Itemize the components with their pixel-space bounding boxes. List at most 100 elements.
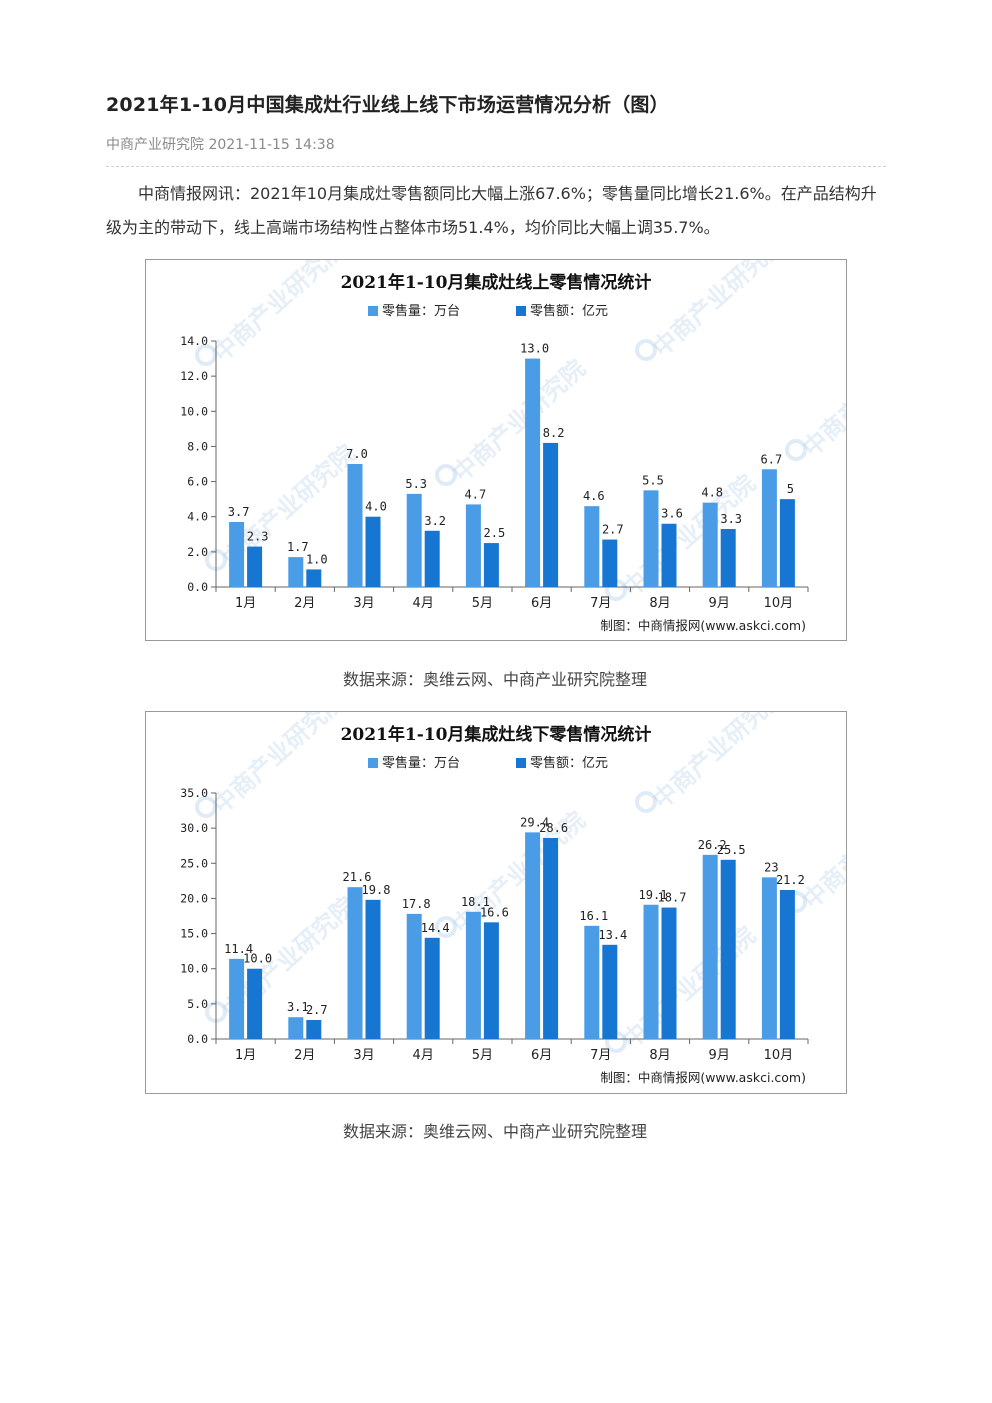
x-tick-label: 4月: [413, 1048, 434, 1063]
bar: [779, 889, 795, 1039]
bar: [424, 937, 440, 1039]
x-tick-label: 4月: [413, 596, 434, 611]
bar: [288, 557, 304, 587]
chart-offline-caption: 数据来源：奥维云网、中商产业研究院整理: [342, 1122, 647, 1141]
x-tick-label: 2月: [294, 596, 315, 611]
data-label: 11.4: [224, 942, 253, 956]
legend-swatch: [368, 758, 378, 768]
bar: [720, 529, 736, 587]
x-tick-label: 5月: [472, 1048, 493, 1063]
bar: [483, 922, 499, 1039]
data-label: 2.7: [306, 1003, 328, 1017]
chart-credit: 制图：中商情报网(www.askci.com): [600, 1070, 806, 1085]
bar: [406, 913, 422, 1039]
article-meta: 中商产业研究院 2021-11-15 14:38: [106, 134, 886, 154]
bar: [602, 539, 618, 587]
watermark-text: 中商产业研究院: [797, 781, 846, 914]
bar: [406, 493, 422, 587]
data-label: 14.4: [421, 921, 450, 935]
article-title: 2021年1-10月中国集成灶行业线上线下市场运营情况分析（图）: [106, 94, 669, 116]
watermark-logo-icon: [435, 464, 457, 486]
lead-paragraph: 中商情报网讯：2021年10月集成灶零售额同比大幅上涨67.6%；零售量同比增长…: [106, 184, 877, 237]
bar: [643, 904, 659, 1039]
chart-credit: 制图：中商情报网(www.askci.com): [600, 618, 806, 633]
data-label: 18.1: [461, 895, 490, 909]
watermark-logo-icon: [195, 796, 217, 818]
data-label: 1.7: [287, 540, 309, 554]
data-label: 21.2: [776, 873, 805, 887]
data-label: 4.8: [701, 486, 723, 500]
watermark-text: 中商产业研究院: [207, 260, 351, 367]
bar: [761, 877, 777, 1039]
chart-title: 2021年1-10月集成灶线上零售情况统计: [341, 272, 652, 293]
x-tick-label: 7月: [590, 1048, 611, 1063]
y-tick-label: 20.0: [180, 891, 208, 905]
chart-offline-svg: 中商产业研究院中商产业研究院中商产业研究院中商产业研究院中商产业研究院中商产业研…: [180, 712, 846, 1085]
data-label: 4.6: [583, 489, 605, 503]
data-label: 7.0: [346, 447, 368, 461]
source-name[interactable]: 中商产业研究院: [106, 137, 204, 153]
data-label: 2.3: [247, 530, 269, 544]
data-label: 13.0: [520, 342, 549, 356]
y-tick-label: 2.0: [187, 545, 208, 559]
y-tick-label: 5.0: [187, 997, 208, 1011]
data-label: 26.2: [698, 838, 727, 852]
data-label: 18.7: [658, 891, 687, 905]
data-label: 2.7: [602, 523, 624, 537]
data-label: 3.2: [424, 514, 446, 528]
x-tick-label: 10月: [764, 596, 794, 611]
data-label: 2.5: [484, 526, 506, 540]
article: 2021年1-10月中国集成灶行业线上线下市场运营情况分析（图） 中商产业研究院…: [106, 90, 886, 261]
bar: [584, 925, 600, 1039]
bar: [702, 502, 718, 587]
bar: [584, 506, 600, 587]
legend-swatch: [516, 758, 526, 768]
y-tick-label: 6.0: [187, 475, 208, 489]
data-label: 19.1: [639, 888, 668, 902]
bar: [229, 958, 245, 1039]
legend-label: 零售额：亿元: [530, 755, 608, 771]
x-tick-label: 3月: [353, 596, 374, 611]
data-label: 4.7: [465, 487, 487, 501]
y-tick-label: 14.0: [180, 334, 208, 348]
bar: [661, 523, 677, 587]
chart-online-caption: 数据来源：奥维云网、中商产业研究院整理: [342, 670, 647, 689]
y-tick-label: 10.0: [180, 962, 208, 976]
bar: [761, 469, 777, 587]
x-tick-label: 1月: [235, 1048, 256, 1063]
bar: [465, 504, 481, 587]
data-label: 5.3: [405, 477, 427, 491]
bar: [702, 854, 718, 1039]
data-label: 16.6: [480, 905, 509, 919]
x-tick-label: 1月: [235, 596, 256, 611]
bar: [247, 968, 263, 1039]
data-label: 4.0: [365, 500, 387, 514]
data-label: 3.3: [720, 512, 742, 526]
data-label: 29.4: [520, 815, 549, 829]
y-tick-label: 0.0: [187, 1032, 208, 1046]
data-label: 19.8: [362, 883, 391, 897]
data-label: 10.0: [243, 952, 272, 966]
y-tick-label: 25.0: [180, 856, 208, 870]
y-tick-label: 12.0: [180, 369, 208, 383]
chart-title: 2021年1-10月集成灶线下零售情况统计: [341, 724, 652, 745]
bar: [347, 887, 363, 1039]
y-tick-label: 35.0: [180, 786, 208, 800]
bar: [483, 543, 499, 587]
bar: [229, 521, 245, 587]
x-tick-label: 9月: [709, 1048, 730, 1063]
data-label: 6.7: [761, 452, 783, 466]
legend-label: 零售额：亿元: [530, 303, 608, 319]
x-tick-label: 7月: [590, 596, 611, 611]
chart-online-svg: 中商产业研究院中商产业研究院中商产业研究院中商产业研究院中商产业研究院中商产业研…: [180, 260, 846, 633]
x-tick-label: 8月: [649, 596, 670, 611]
bar: [543, 837, 559, 1039]
data-label: 5: [787, 482, 794, 496]
divider: [106, 166, 886, 167]
publish-datetime: 2021-11-15 14:38: [208, 137, 335, 153]
data-label: 17.8: [402, 897, 431, 911]
watermark-logo-icon: [435, 916, 457, 938]
x-tick-label: 6月: [531, 1048, 552, 1063]
x-tick-label: 6月: [531, 596, 552, 611]
bar: [365, 516, 381, 587]
